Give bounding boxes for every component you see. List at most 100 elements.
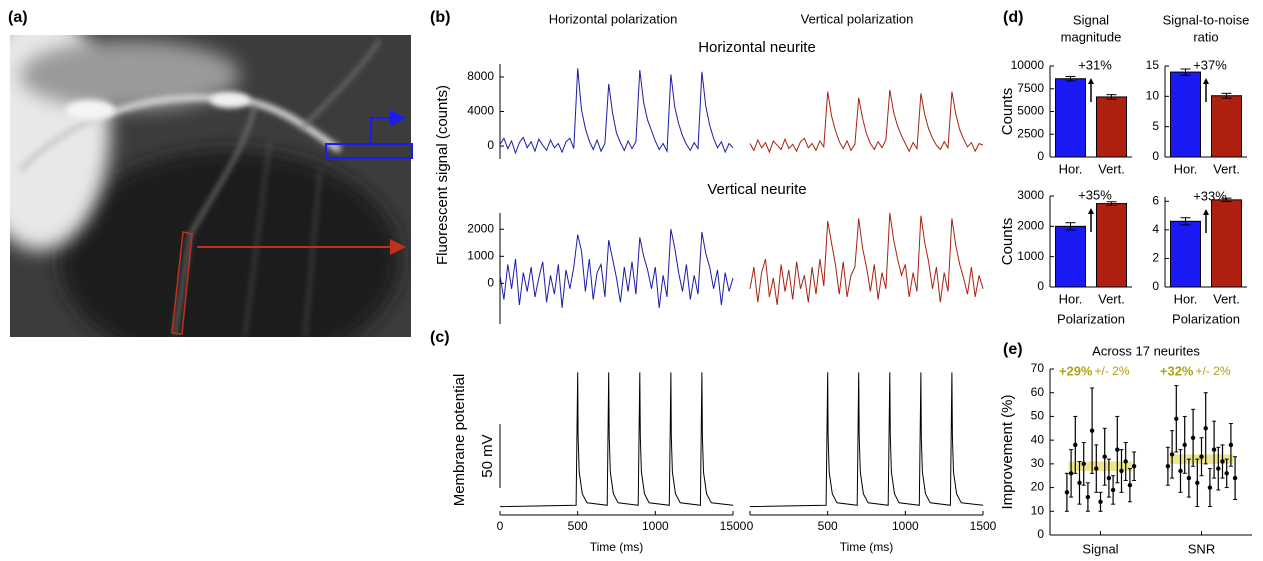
point: [1085, 494, 1091, 500]
scale-bar-label: 50 mV: [479, 434, 496, 477]
bar: [1170, 220, 1201, 288]
x-tick-label: Signal: [1082, 541, 1118, 556]
y-tick-label: 8000: [467, 69, 494, 83]
point: [1115, 447, 1120, 452]
y-tick-label: 2000: [1017, 219, 1044, 233]
y-tick-label: 50: [1031, 409, 1045, 423]
point: [1123, 459, 1128, 464]
bar: [1096, 203, 1127, 288]
y-tick-label: 10000: [1011, 58, 1045, 72]
column-title: ratio: [1193, 29, 1218, 44]
y-tick-label: 2: [1152, 251, 1159, 265]
y-tick-label: 0: [487, 276, 494, 290]
point: [1178, 468, 1183, 474]
row-title: Horizontal neurite: [698, 39, 816, 56]
y-tick-label: 2500: [1017, 126, 1044, 140]
y-tick-label: 1000: [1017, 249, 1044, 263]
point: [1119, 468, 1124, 474]
x-tick-label: SNR: [1188, 541, 1215, 556]
trace: [499, 68, 734, 155]
x-tick-label: 0: [497, 519, 504, 533]
trace: [499, 372, 734, 508]
annotation-arrowhead: [1203, 209, 1209, 215]
point: [1174, 416, 1179, 421]
point: [1203, 426, 1208, 431]
point: [1094, 466, 1099, 471]
chart-title: Across 17 neurites: [1092, 343, 1200, 358]
trace: [749, 212, 984, 306]
y-tick-label: 0: [1037, 149, 1044, 163]
point: [1199, 454, 1204, 459]
y-tick-label: 10: [1031, 503, 1045, 517]
point: [1131, 464, 1137, 469]
y-tick-label: 4000: [467, 104, 494, 118]
y-tick-label: 0: [1152, 149, 1159, 163]
point: [1106, 475, 1112, 481]
bar: [1055, 78, 1086, 158]
panel-label: (d): [1003, 9, 1023, 26]
roi-vertical: [171, 231, 193, 335]
x-tick-label: 1000: [892, 519, 919, 533]
y-tick-label: 10: [1146, 89, 1160, 103]
point: [1216, 466, 1221, 471]
annotation: +37%: [1193, 57, 1227, 72]
panel-label: (a): [8, 9, 28, 26]
point: [1224, 471, 1229, 476]
x-tick-label: Hor.: [1174, 161, 1198, 176]
microscope-image: [10, 35, 411, 337]
y-axis-label: Counts: [999, 88, 1016, 136]
bar: [1211, 199, 1242, 288]
bar: [1170, 71, 1201, 158]
x-tick-label: Vert.: [1213, 291, 1240, 306]
x-tick-label: Hor.: [1059, 161, 1083, 176]
y-tick-label: 60: [1031, 385, 1045, 399]
x-tick-label: 0: [747, 519, 754, 533]
x-tick-label: 500: [818, 519, 838, 533]
mean-label: +29%: [1059, 363, 1093, 378]
annotation: +31%: [1078, 57, 1112, 72]
x-tick-label: 1500: [970, 519, 997, 533]
roi-horizontal: [325, 143, 413, 159]
y-tick-label: 7500: [1017, 81, 1044, 95]
y-tick-label: 5000: [1017, 104, 1044, 118]
x-tick-label: Vert.: [1098, 161, 1125, 176]
x-axis-label: Polarization: [1057, 311, 1125, 326]
mean-label: +32%: [1160, 363, 1194, 378]
y-tick-label: 0: [1152, 279, 1159, 293]
y-tick-label: 3000: [1017, 188, 1044, 202]
bar: [1096, 96, 1127, 158]
point: [1102, 454, 1107, 459]
annotation-arrowhead: [1203, 78, 1209, 84]
x-tick-label: 1000: [642, 519, 669, 533]
y-tick-label: 30: [1031, 456, 1045, 470]
x-axis-label: Time (ms): [840, 540, 894, 554]
arrow-horizontal: [370, 110, 406, 143]
column-title: Signal: [1073, 12, 1109, 27]
x-tick-label: Vert.: [1098, 291, 1125, 306]
point: [1110, 487, 1116, 493]
point: [1232, 475, 1238, 481]
x-tick-label: 500: [568, 519, 588, 533]
column-title: Signal-to-noise: [1163, 12, 1250, 27]
y-tick-label: 1000: [467, 248, 494, 262]
y-tick-label: 0: [1037, 279, 1044, 293]
y-tick-label: 20: [1031, 480, 1045, 494]
point: [1169, 452, 1175, 457]
bar: [1055, 225, 1086, 288]
y-tick-label: 40: [1031, 432, 1045, 446]
point: [1165, 464, 1171, 469]
annotation-arrowhead: [1088, 78, 1094, 84]
y-axis-label: Improvement (%): [999, 394, 1016, 509]
row-title: Vertical neurite: [707, 181, 806, 198]
x-tick-label: 1500: [720, 519, 747, 533]
point: [1127, 483, 1133, 488]
panel-label: (e): [1003, 341, 1023, 358]
y-tick-label: 4: [1152, 222, 1159, 236]
sem-label: +/- 2%: [1095, 364, 1130, 378]
column-title: Vertical polarization: [801, 11, 914, 26]
y-tick-label: 70: [1031, 361, 1045, 375]
point: [1064, 490, 1070, 495]
point: [1228, 442, 1234, 448]
x-axis-label: Time (ms): [590, 540, 644, 554]
